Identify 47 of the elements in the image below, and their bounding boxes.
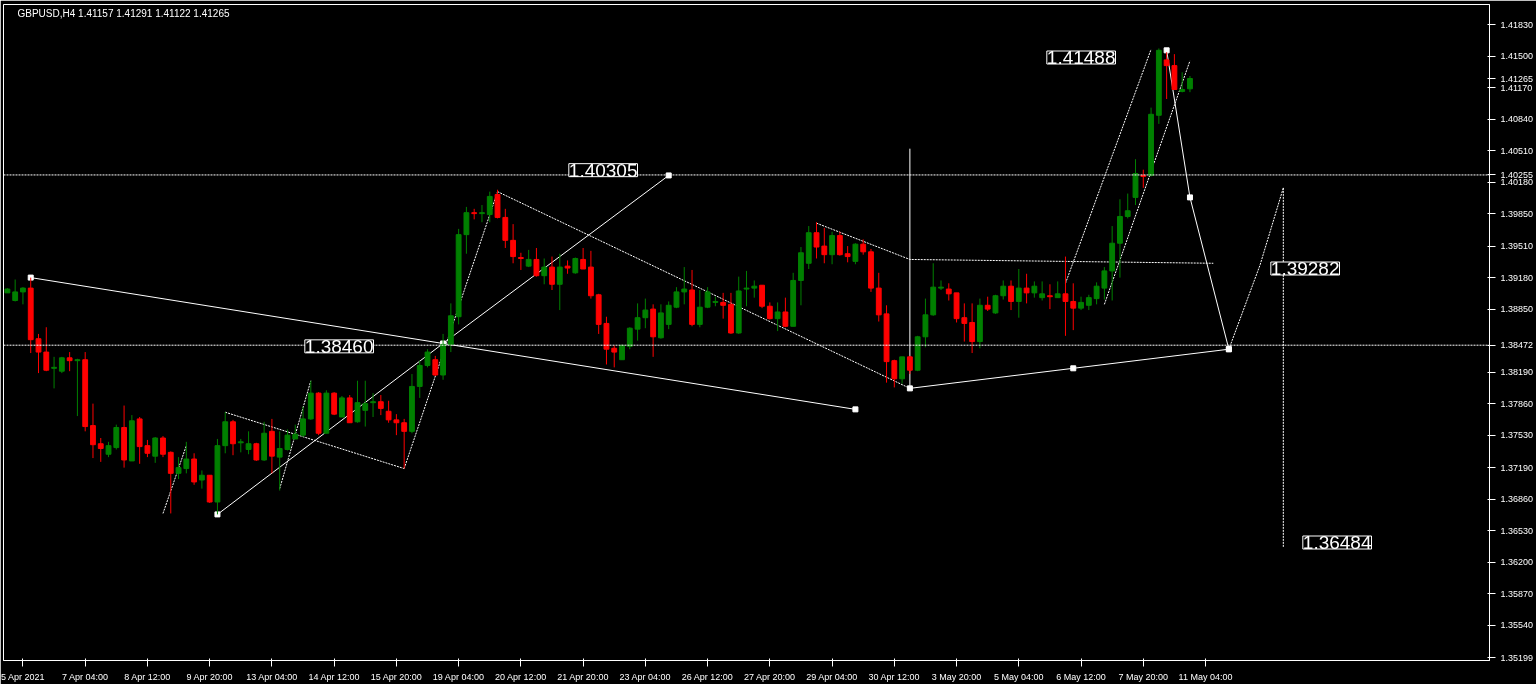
- y-tick-label: 1.35540: [1500, 620, 1534, 631]
- x-tick-label: 23 Apr 04:00: [619, 671, 671, 682]
- y-tick-label: 1.35870: [1500, 588, 1534, 599]
- y-tick-label: 1.40840: [1500, 114, 1534, 125]
- y-tick-label: 1.35199: [1500, 652, 1534, 663]
- y-tick-label: 1.39850: [1500, 208, 1534, 219]
- x-tick-label: 5 May 04:00: [994, 671, 1044, 682]
- y-tick-label: 1.39180: [1500, 272, 1534, 283]
- x-tick-label: 6 May 12:00: [1056, 671, 1106, 682]
- y-tick-label: 1.36860: [1500, 494, 1534, 505]
- x-tick-label: 21 Apr 20:00: [557, 671, 609, 682]
- y-tick-label: 1.37190: [1500, 462, 1534, 473]
- chart-title: GBPUSD,H4 1.41157 1.41291 1.41122 1.41265: [17, 7, 230, 19]
- y-tick-label: 1.38190: [1500, 367, 1534, 378]
- x-tick-label: 13 Apr 04:00: [246, 671, 298, 682]
- annotation: 1.36484: [1302, 532, 1372, 553]
- y-tick-label: 1.41830: [1500, 19, 1534, 30]
- ref-line-label: 1.38472: [1500, 340, 1534, 351]
- x-tick-label: 11 May 04:00: [1178, 671, 1233, 682]
- x-tick-label: 26 Apr 12:00: [681, 671, 733, 682]
- x-tick-label: 19 Apr 04:00: [432, 671, 484, 682]
- y-tick-label: 1.36200: [1500, 557, 1534, 568]
- x-tick-label: 15 Apr 20:00: [370, 671, 422, 682]
- x-tick-label: 27 Apr 20:00: [744, 671, 796, 682]
- x-tick-label: 9 Apr 20:00: [186, 671, 233, 682]
- y-tick-label: 1.38850: [1500, 304, 1534, 315]
- x-tick-label: 30 Apr 12:00: [868, 671, 920, 682]
- x-tick-label: 20 Apr 12:00: [495, 671, 547, 682]
- annotation: 1.39282: [1270, 258, 1340, 279]
- y-tick-label: 1.41500: [1500, 51, 1534, 62]
- y-tick-label: 1.37860: [1500, 398, 1534, 409]
- y-tick-label: 1.41170: [1500, 82, 1533, 93]
- annotation: 1.38460: [304, 335, 374, 357]
- y-tick-label: 1.40510: [1500, 145, 1534, 156]
- y-tick-label: 1.39510: [1500, 241, 1534, 252]
- x-tick-label: 14 Apr 12:00: [308, 671, 360, 682]
- x-tick-label: 7 Apr 04:00: [61, 671, 108, 682]
- x-tick-label: 7 May 20:00: [1118, 671, 1169, 682]
- annotation: 1.41488: [1046, 47, 1116, 68]
- y-tick-label: 1.37530: [1500, 430, 1534, 441]
- annotation: 1.40305: [568, 159, 638, 181]
- y-tick-label: 1.41265: [1500, 73, 1534, 84]
- x-tick-label: 8 Apr 12:00: [124, 671, 171, 682]
- x-tick-label: 5 Apr 2021: [0, 671, 45, 682]
- x-tick-label: 3 May 20:00: [931, 671, 982, 682]
- x-tick-label: 29 Apr 04:00: [806, 671, 858, 682]
- y-tick-label: 1.36530: [1500, 525, 1534, 536]
